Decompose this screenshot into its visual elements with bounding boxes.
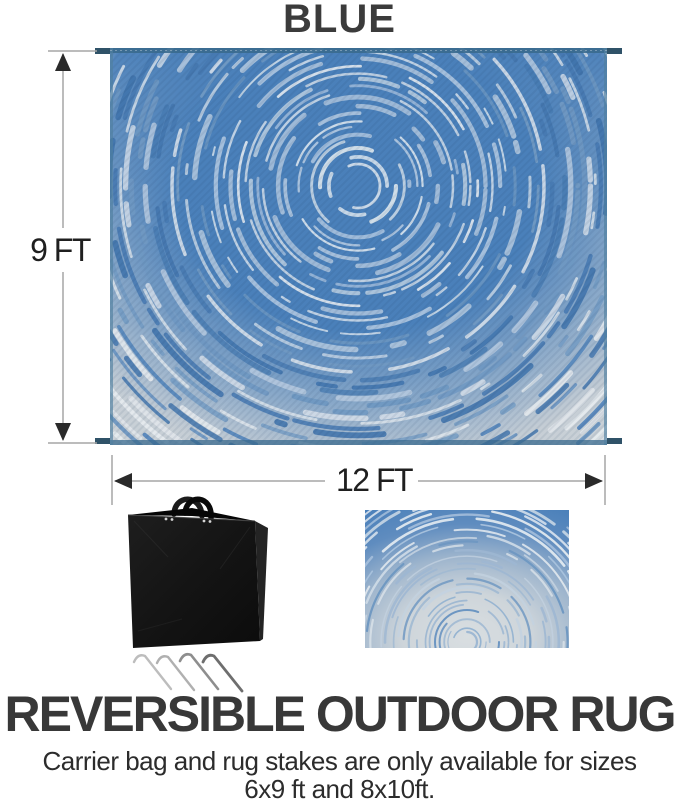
rug-stakes-image	[132, 652, 244, 693]
arrowhead-left-icon	[114, 473, 132, 489]
carrier-bag-image	[127, 496, 268, 648]
corner-tab-bottom-left	[95, 438, 110, 444]
caption-line-2: 6x9 ft and 8x10ft.	[244, 774, 435, 804]
stake	[178, 652, 220, 691]
width-dimension-label: 12 FT	[335, 462, 414, 498]
rug-front-image	[95, 48, 622, 445]
width-dimension-arrow	[111, 455, 606, 505]
corner-tab-bottom-right	[607, 438, 622, 444]
corner-tab-top-left	[95, 48, 110, 54]
rug-bottom-hem	[110, 440, 607, 445]
product-heading: REVERSIBLE OUTDOOR RUG	[4, 686, 677, 742]
bag-snap-dot	[208, 520, 212, 523]
arrowhead-up-icon	[55, 53, 71, 71]
rug-weave-texture	[110, 48, 607, 445]
bag-snap-dot	[202, 519, 206, 523]
rug-right-hem	[604, 48, 607, 445]
rug-reverse-swatch-image	[365, 510, 569, 648]
stake	[155, 655, 196, 692]
bag-side-face	[255, 521, 268, 641]
stake	[132, 654, 173, 691]
bag-snap-dot	[164, 517, 168, 521]
rug-top-hem	[110, 48, 607, 53]
caption-line-1: Carrier bag and rug stakes are only avai…	[42, 746, 637, 776]
height-dimension-label: 9 FT	[30, 232, 91, 268]
arrowhead-right-icon	[585, 473, 603, 489]
rug-left-hem	[110, 48, 113, 445]
bag-top-face	[128, 508, 255, 521]
swatch-swirl-pattern	[365, 510, 569, 648]
color-title: BLUE	[283, 0, 396, 41]
stake	[201, 653, 244, 693]
corner-tab-top-right	[607, 48, 622, 54]
arrowhead-down-icon	[55, 423, 71, 441]
bag-front-face	[128, 515, 260, 648]
height-dimension-arrow	[48, 50, 97, 444]
bag-snap-dot	[170, 518, 174, 521]
